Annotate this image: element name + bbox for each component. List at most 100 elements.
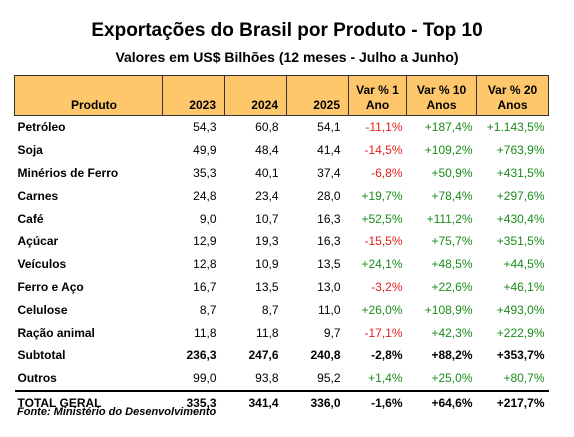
variation-cell: +763,9%: [496, 143, 545, 158]
variation-cell: +109,2%: [424, 143, 473, 158]
value-cell: 10,7: [255, 211, 279, 226]
variation-cell: -11,1%: [365, 120, 403, 135]
value-cell: 16,7: [193, 279, 217, 294]
product-name-cell: Outros: [14, 366, 163, 392]
variation-cell: +26,0%: [361, 302, 403, 317]
product-name-cell: Açúcar: [17, 234, 59, 249]
value-cell: 9,7: [323, 325, 341, 340]
variation-cell: +430,4%: [496, 211, 545, 226]
variation-cell: +52,5%: [361, 211, 403, 226]
value-cell: 335,3: [186, 395, 217, 410]
col-header-2023: 2023: [162, 75, 225, 116]
variation-cell: +22,6%: [431, 279, 473, 294]
value-cell: 54,1: [317, 120, 341, 135]
value-cell: 41,4: [317, 143, 341, 158]
variation-cell: -6,8%: [371, 165, 403, 180]
table-row: Carnes 24,8 23,4 28,0 +19,7% +78,4% +297,6%: [15, 184, 549, 207]
variation-cell: +108,9%: [424, 302, 473, 317]
product-name-cell: Subtotal: [17, 348, 66, 363]
value-cell: 12,8: [193, 257, 217, 272]
variation-cell: +1.143,5%: [486, 120, 545, 135]
table-row: Soja 49,9 48,4 41,4 -14,5% +109,2% +763,9%: [15, 139, 549, 162]
col-header-line: Anos: [497, 98, 528, 112]
header-row: Produto 2023 2024 2025 Var % 1 Ano Var % …: [14, 75, 549, 116]
value-cell: 16,3: [317, 211, 341, 226]
value-cell: 23,4: [255, 188, 279, 203]
variation-cell: +46,1%: [503, 279, 545, 294]
product-name-cell: Café: [17, 211, 44, 226]
col-header-produto: Produto: [14, 75, 163, 116]
value-cell: 9,0: [199, 211, 217, 226]
variation-cell: +19,7%: [361, 188, 403, 203]
product-name-cell: Ração animal: [17, 325, 95, 340]
value-cell: 19,3: [255, 234, 279, 249]
variation-cell: +64,6%: [431, 395, 473, 410]
product-name-cell: Soja: [17, 143, 43, 158]
table-row: TOTAL GERAL 335,3 341,4 336,0 -1,6% +64,6% +21…: [15, 391, 549, 415]
variation-cell: +25,0%: [406, 366, 477, 392]
table-row: Subtotal 236,3 247,6 240,8 -2,8% +88,2% +353,7…: [15, 344, 549, 367]
value-cell: 16,3: [317, 234, 341, 249]
value-cell: 11,8: [256, 325, 279, 340]
col-header-2025: 2025: [286, 75, 349, 116]
value-cell: 54,3: [193, 120, 217, 135]
table-row: Minérios de Ferro 35,3 40,1 37,4 -6,8% +50,9%…: [15, 162, 549, 185]
value-cell: 11,8: [194, 325, 217, 340]
variation-cell: +297,6%: [496, 188, 545, 203]
col-header-var-20-anos: Var % 20 Anos: [476, 75, 549, 116]
variation-cell: -1,6%: [371, 395, 403, 410]
value-cell: 11,0: [318, 302, 341, 317]
value-cell: 336,0: [310, 395, 341, 410]
col-header-var-1-ano: Var % 1 Ano: [348, 75, 407, 116]
variation-cell: +222,9%: [496, 325, 545, 340]
value-cell: 37,4: [317, 165, 341, 180]
product-name-cell: Celulose: [17, 302, 68, 317]
variation-cell: -3,2%: [371, 279, 403, 294]
product-name-cell: Ferro e Aço: [17, 279, 84, 294]
variation-cell: +493,0%: [496, 302, 545, 317]
value-cell: 49,9: [193, 143, 217, 158]
value-cell: 341,4: [248, 395, 279, 410]
variation-cell: -2,8%: [371, 348, 403, 363]
product-name-cell: Minérios de Ferro: [17, 165, 119, 180]
value-cell: 12,9: [193, 234, 217, 249]
col-header-line: Var % 20: [487, 83, 538, 97]
table-row: Café 9,0 10,7 16,3 +52,5% +111,2% +430,4%: [15, 207, 549, 230]
product-name-cell: Carnes: [17, 188, 59, 203]
variation-cell: +48,5%: [431, 257, 473, 272]
table-row: Veículos 12,8 10,9 13,5 +24,1% +48,5% +44,5%: [15, 253, 549, 276]
value-cell: 13,5: [255, 279, 279, 294]
variation-cell: +50,9%: [431, 165, 473, 180]
table-row: Petróleo 54,3 60,8 54,1 -11,1% +187,4% +1.143,…: [15, 116, 549, 139]
value-cell: 236,3: [186, 348, 217, 363]
exports-table: Produto 2023 2024 2025 Var % 1 Ano Var % …: [14, 75, 549, 414]
variation-cell: +78,4%: [431, 188, 473, 203]
variation-cell: +431,5%: [496, 165, 545, 180]
table-row: Açúcar 12,9 19,3 16,3 -15,5% +75,7% +351,5%: [15, 230, 549, 253]
product-name-cell: Petróleo: [17, 120, 66, 135]
value-cell: 95,2: [286, 366, 349, 392]
variation-cell: +44,5%: [503, 257, 545, 272]
variation-cell: +80,7%: [476, 366, 549, 392]
value-cell: 35,3: [193, 165, 217, 180]
value-cell: 24,8: [193, 188, 217, 203]
product-name-cell: Veículos: [17, 257, 67, 272]
value-cell: 13,5: [317, 257, 341, 272]
col-header-line: Anos: [426, 98, 457, 112]
variation-cell: +24,1%: [361, 257, 403, 272]
value-cell: 240,8: [310, 348, 341, 363]
product-name-cell: TOTAL GERAL: [17, 395, 102, 410]
table-title: Exportações do Brasil por Produto - Top …: [91, 20, 483, 41]
table-row: Celulose 8,7 8,7 11,0 +26,0% +108,9% +493,0%: [15, 298, 549, 321]
value-cell: 40,1: [255, 165, 279, 180]
col-header-var-10-anos: Var % 10 Anos: [406, 75, 477, 116]
value-cell: 8,7: [199, 302, 217, 317]
variation-cell: -17,1%: [364, 325, 403, 340]
variation-cell: +1,4%: [348, 366, 407, 392]
variation-cell: +88,2%: [431, 348, 473, 363]
table-body: Petróleo 54,3 60,8 54,1 -11,1% +187,4% +1.143,…: [14, 116, 549, 415]
variation-cell: -15,5%: [364, 234, 403, 249]
variation-cell: +353,7%: [496, 348, 545, 363]
table-subtitle: Valores em US$ Bilhões (12 meses - Julho…: [115, 49, 459, 65]
variation-cell: -14,5%: [364, 143, 403, 158]
